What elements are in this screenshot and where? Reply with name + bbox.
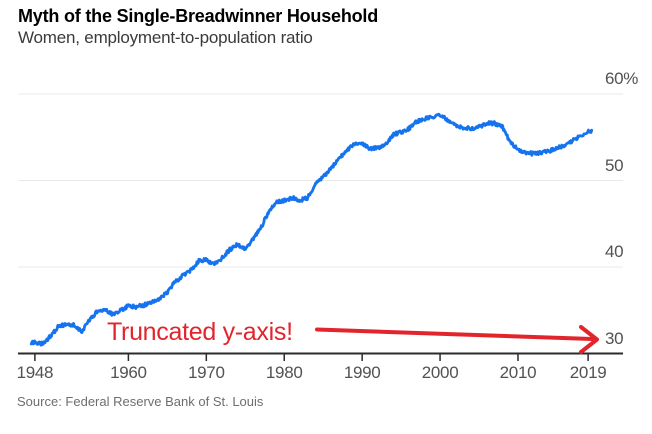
data-line-women-ep-ratio xyxy=(29,112,594,347)
y-tick-label-30: 30 xyxy=(605,328,624,348)
annotation-arrow-shaft xyxy=(315,327,594,341)
y-tick-label-50: 50 xyxy=(605,155,624,175)
x-tick-label-1970: 1970 xyxy=(188,363,225,382)
source-credit: Source: Federal Reserve Bank of St. Loui… xyxy=(17,394,264,409)
y-tick-label-60: 60% xyxy=(605,69,639,88)
chart-subtitle: Women, employment-to-population ratio xyxy=(18,28,313,47)
x-tick-label-2019: 2019 xyxy=(569,363,607,382)
x-tick-label-1980: 1980 xyxy=(265,363,303,382)
chart-title: Myth of the Single-Breadwinner Household xyxy=(18,6,379,26)
truncated-axis-annotation: Truncated y-axis! xyxy=(107,318,293,346)
x-tick-label-1990: 1990 xyxy=(343,363,381,382)
x-tick-label-1948: 1948 xyxy=(16,363,54,382)
annotation-arrow-head xyxy=(579,325,599,354)
x-tick-label-1960: 1960 xyxy=(110,363,147,382)
x-tick-label-2000: 2000 xyxy=(421,363,459,382)
x-tick-label-2010: 2010 xyxy=(499,363,537,382)
y-tick-label-40: 40 xyxy=(605,242,624,261)
